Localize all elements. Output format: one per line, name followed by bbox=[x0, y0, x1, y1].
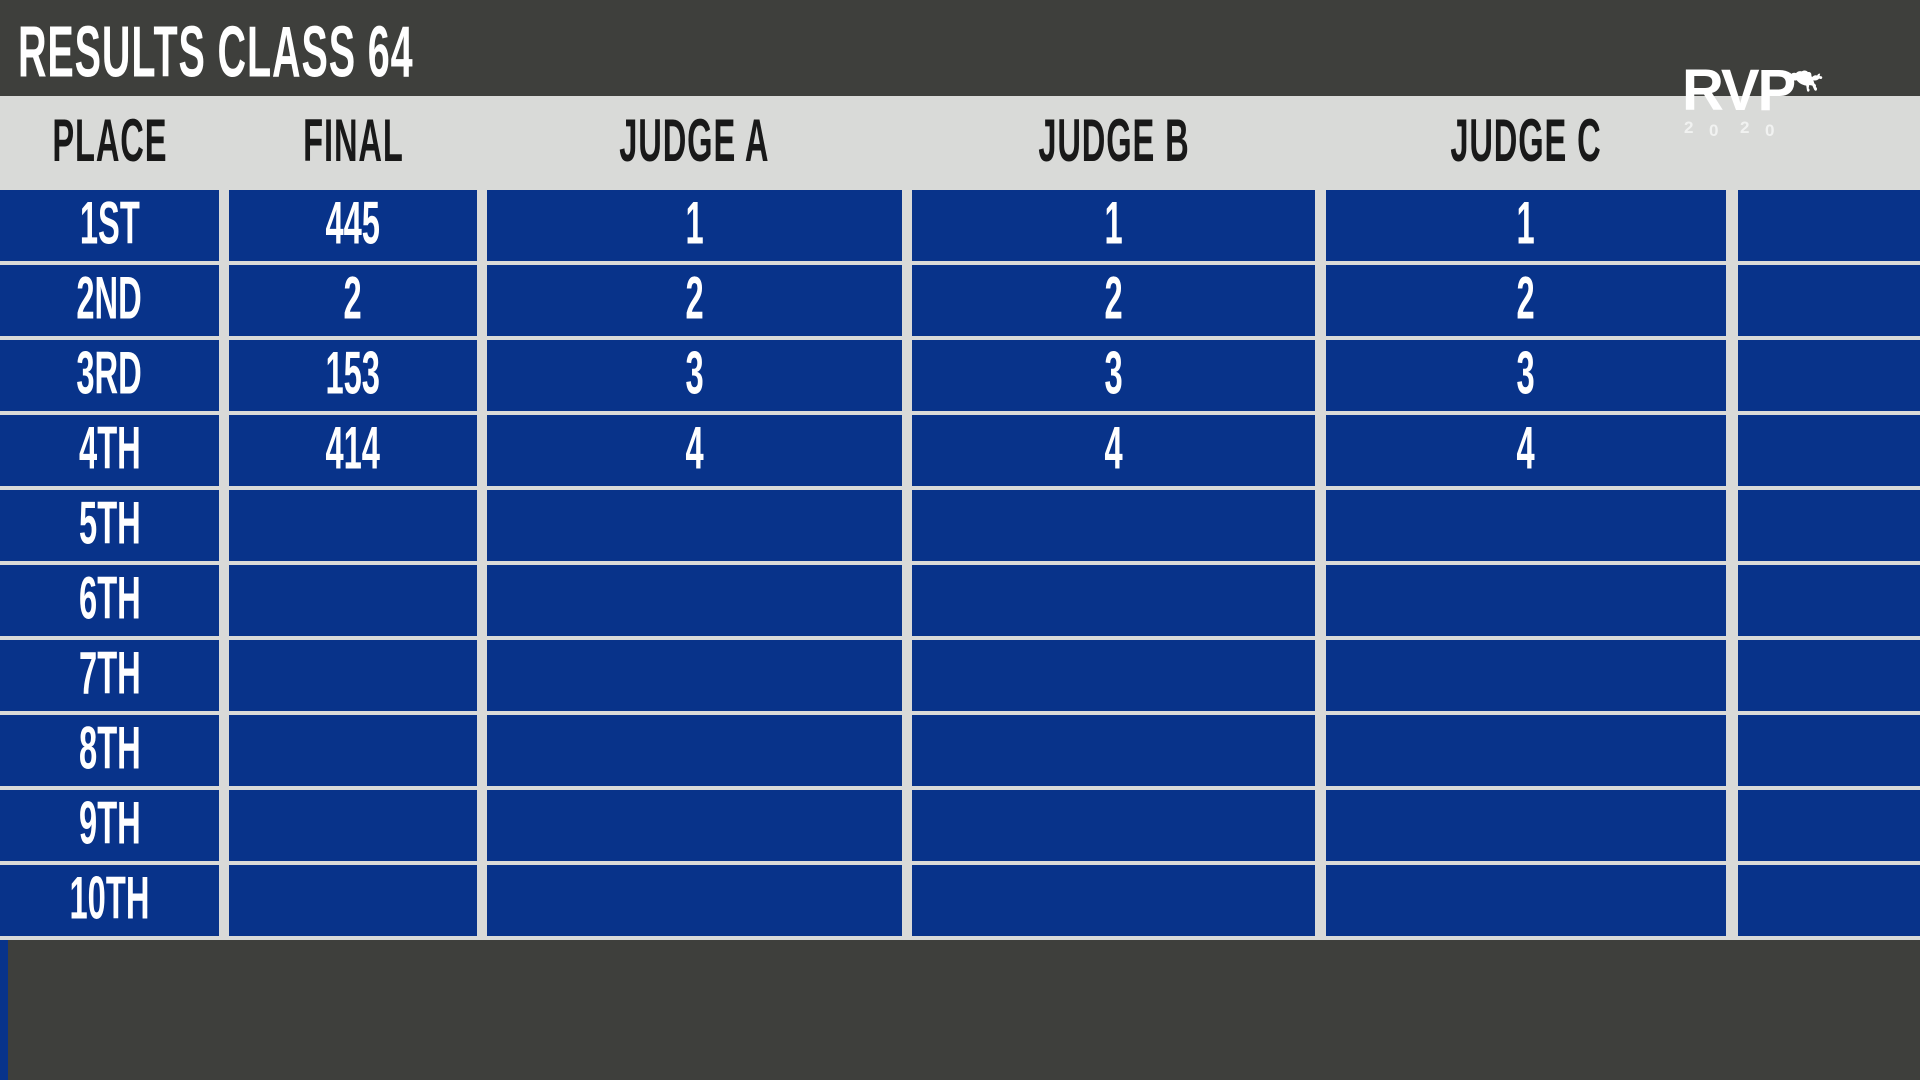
svg-text:RVP: RVP bbox=[1682, 60, 1795, 123]
